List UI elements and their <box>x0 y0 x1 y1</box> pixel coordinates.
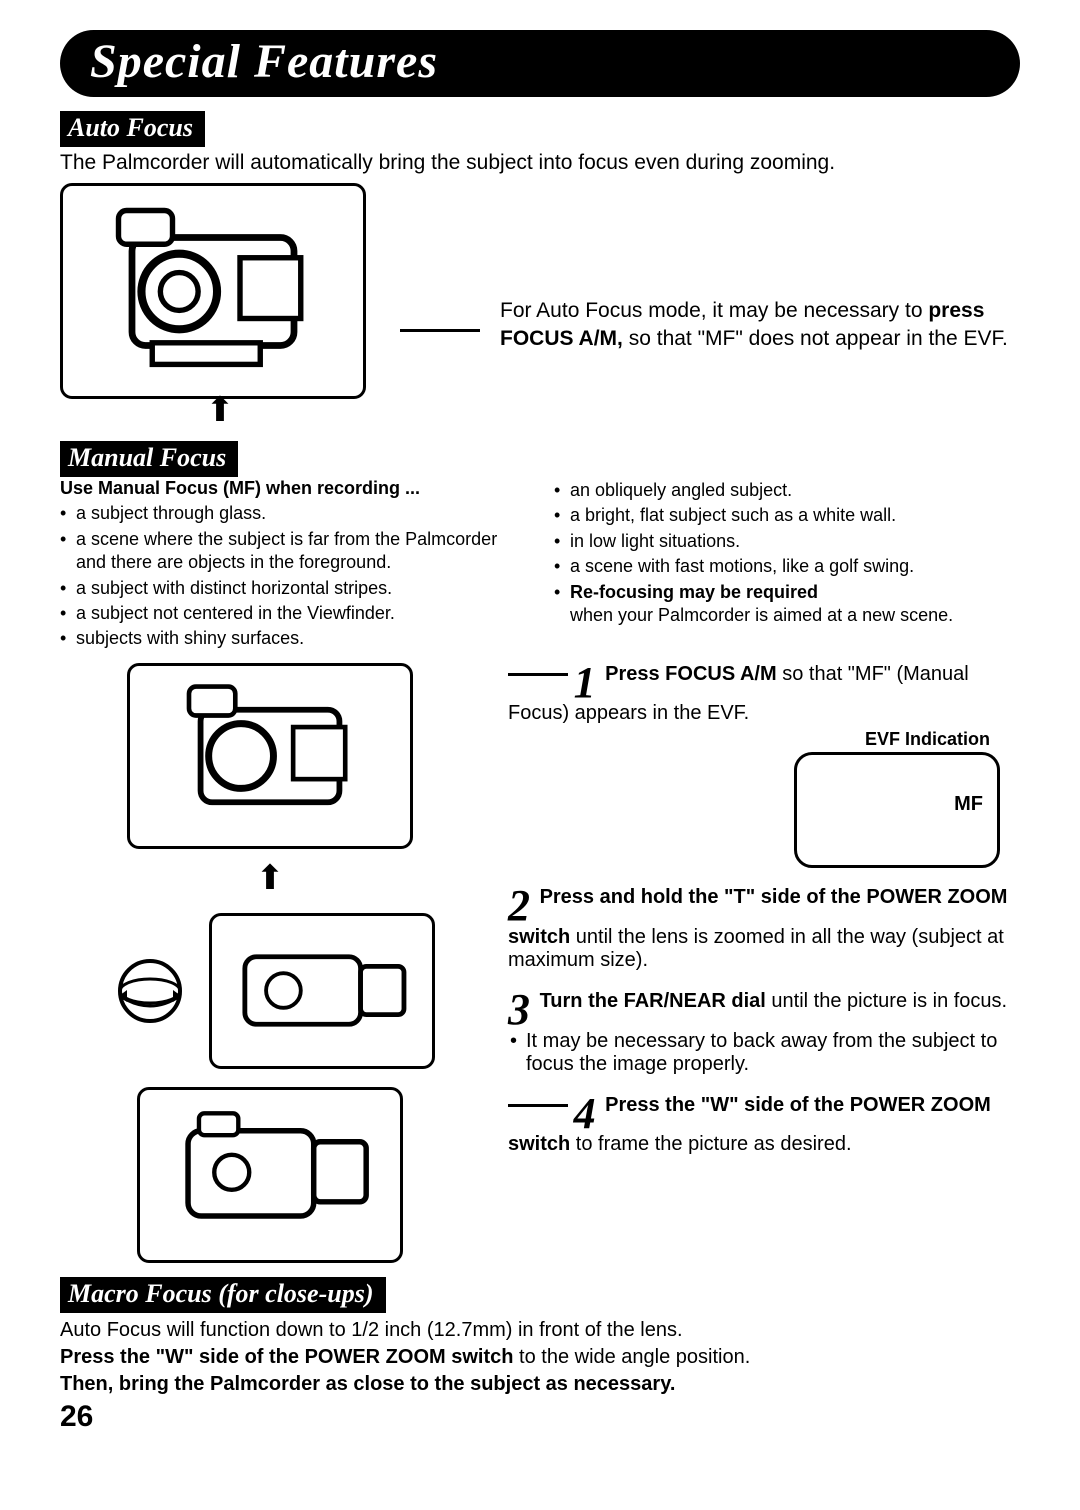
mf-refocus-rest: when your Palmcorder is aimed at a new s… <box>570 605 953 625</box>
mf-col-left: Use Manual Focus (MF) when recording ...… <box>60 477 526 653</box>
camcorder-icon <box>78 197 348 386</box>
auto-focus-intro: The Palmcorder will automatically bring … <box>60 151 1020 175</box>
list-item: Re-focusing may be required when your Pa… <box>554 581 1020 628</box>
step2-rest: until the lens is zoomed in all the way … <box>508 926 1004 971</box>
step-4: 4 Press the "W" side of the POWER ZOOM s… <box>500 1094 1020 1157</box>
far-near-dial-icon <box>105 946 195 1036</box>
camera-illustration-1: ⬆ <box>60 183 380 427</box>
camera-illustration-2 <box>127 663 413 849</box>
step3-rest: until the picture is in focus. <box>766 990 1007 1012</box>
list-item: an obliquely angled subject. <box>554 479 1020 502</box>
manual-page: Special Features Auto Focus The Palmcord… <box>0 0 1080 1454</box>
mf-right-list: an obliquely angled subject. a bright, f… <box>554 479 1020 627</box>
mf-refocus-bold: Re-focusing may be required <box>570 582 818 602</box>
manual-focus-section: Manual Focus Use Manual Focus (MF) when … <box>60 427 1020 1263</box>
leader-line <box>508 1104 568 1107</box>
camcorder-icon <box>144 675 396 837</box>
page-number: 26 <box>60 1400 1020 1434</box>
step-number-2: 2 <box>508 886 530 926</box>
step-2: 2 Press and hold the "T" side of the POW… <box>500 886 1020 972</box>
page-banner: Special Features <box>60 30 1020 97</box>
step3-sub: It may be necessary to back away from th… <box>508 1030 1020 1076</box>
step4-rest: to frame the picture as desired. <box>570 1133 851 1155</box>
af-note-post: so that "MF" does not appear in the EVF. <box>623 327 1008 350</box>
manual-focus-columns: Use Manual Focus (MF) when recording ...… <box>60 477 1020 653</box>
macro-line1: Auto Focus will function down to 1/2 inc… <box>60 1319 683 1341</box>
step-number-3: 3 <box>508 990 530 1030</box>
macro-text: Auto Focus will function down to 1/2 inc… <box>60 1317 1020 1398</box>
manual-focus-label: Manual Focus <box>60 441 238 477</box>
mf-illustrations: ⬆ <box>60 663 480 1263</box>
leader-line <box>508 673 568 676</box>
auto-focus-section: Auto Focus The Palmcorder will automatic… <box>60 97 1020 427</box>
mf-lead: Use Manual Focus (MF) when recording ... <box>60 478 420 498</box>
list-item: subjects with shiny surfaces. <box>60 627 526 650</box>
mf-steps: 1 Press FOCUS A/M so that "MF" (Manual F… <box>500 663 1020 1263</box>
leader-line <box>400 329 480 332</box>
camcorder-side-icon <box>153 1098 387 1251</box>
list-item: a scene with fast motions, like a golf s… <box>554 555 1020 578</box>
mf-left-list: a subject through glass. a scene where t… <box>60 502 526 650</box>
step-number-1: 1 <box>574 663 596 703</box>
banner-title: Special Features <box>90 34 990 89</box>
list-item: a subject not centered in the Viewfinder… <box>60 602 526 625</box>
step-3: 3 Turn the FAR/NEAR dial until the pictu… <box>500 990 1020 1076</box>
step-1: 1 Press FOCUS A/M so that "MF" (Manual F… <box>500 663 1020 869</box>
macro-focus-section: Macro Focus (for close-ups) Auto Focus w… <box>60 1263 1020 1434</box>
macro-focus-label: Macro Focus (for close-ups) <box>60 1277 386 1313</box>
step-number-4: 4 <box>574 1094 596 1134</box>
macro-line2-bold: Press the "W" side of the POWER ZOOM swi… <box>60 1346 513 1368</box>
evf-mf-text: MF <box>954 793 983 816</box>
af-note-pre: For Auto Focus mode, it may be necessary… <box>500 299 928 322</box>
camcorder-side-icon <box>223 923 421 1058</box>
macro-line2-rest: to the wide angle position. <box>513 1346 750 1368</box>
list-item: a bright, flat subject such as a white w… <box>554 504 1020 527</box>
step3-bold: Turn the FAR/NEAR dial <box>540 990 766 1012</box>
arrow-up-icon: ⬆ <box>256 861 285 895</box>
step1-bold: Press FOCUS A/M <box>605 663 777 685</box>
list-item: a subject with distinct horizontal strip… <box>60 577 526 600</box>
evf-caption: EVF Indication <box>508 729 990 750</box>
list-item: a scene where the subject is far from th… <box>60 528 526 575</box>
auto-focus-label: Auto Focus <box>60 111 205 147</box>
camera-illustration-4 <box>137 1087 403 1263</box>
macro-line3: Then, bring the Palmcorder as close to t… <box>60 1373 675 1395</box>
list-item: a subject through glass. <box>60 502 526 525</box>
auto-focus-note: For Auto Focus mode, it may be necessary… <box>500 257 1020 354</box>
list-item: in low light situations. <box>554 530 1020 553</box>
mf-col-right: an obliquely angled subject. a bright, f… <box>554 477 1020 653</box>
camera-illustration-3 <box>209 913 435 1069</box>
evf-indicator-box: MF <box>794 752 1000 868</box>
mf-steps-wrap: ⬆ <box>60 663 1020 1263</box>
auto-focus-row: ⬆ For Auto Focus mode, it may be necessa… <box>60 183 1020 427</box>
